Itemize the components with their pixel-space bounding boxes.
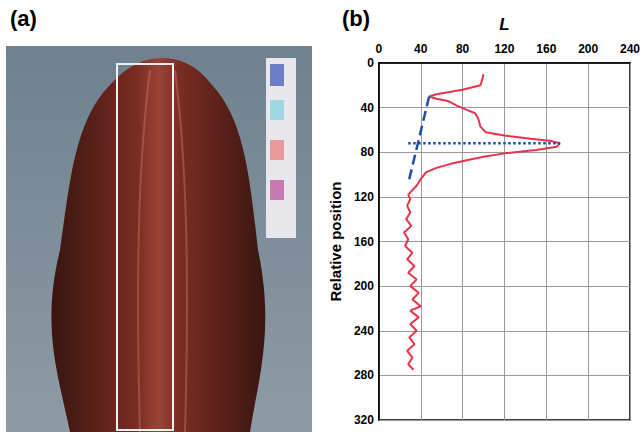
svg-text:0: 0 [367, 56, 374, 70]
svg-text:80: 80 [456, 42, 470, 56]
svg-text:240: 240 [620, 42, 640, 56]
svg-text:120: 120 [494, 42, 514, 56]
svg-text:0: 0 [376, 42, 383, 56]
svg-text:200: 200 [354, 279, 374, 293]
svg-text:Relative position: Relative position [327, 181, 344, 301]
svg-text:320: 320 [354, 413, 374, 427]
svg-text:160: 160 [354, 235, 374, 249]
svg-text:200: 200 [578, 42, 598, 56]
html-text:(b): (b) [342, 6, 371, 31]
svg-text:160: 160 [536, 42, 556, 56]
svg-text:L: L [499, 15, 509, 34]
svg-text:40: 40 [361, 101, 375, 115]
svg-text:40: 40 [414, 42, 428, 56]
svg-text:80: 80 [361, 145, 375, 159]
svg-text:240: 240 [354, 324, 374, 338]
svg-text:280: 280 [354, 368, 374, 382]
svg-text:120: 120 [354, 190, 374, 204]
html-text:(a): (a) [10, 6, 37, 31]
